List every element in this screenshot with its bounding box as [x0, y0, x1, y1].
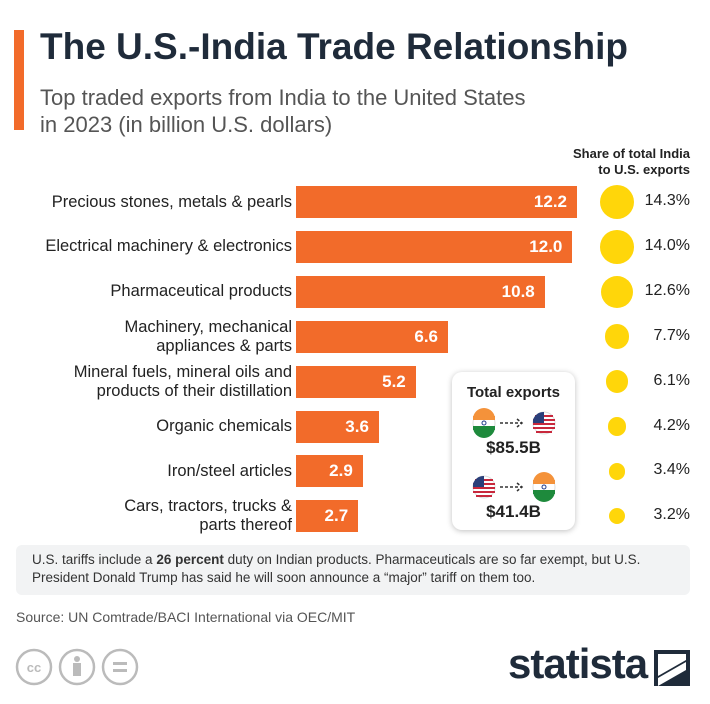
- share-label: 14.3%: [644, 192, 690, 209]
- total-exports-title: Total exports: [466, 384, 561, 401]
- value-label: 10.8: [501, 281, 535, 301]
- category-label: Organic chemicals: [156, 417, 292, 435]
- flags: [472, 408, 556, 502]
- note: U.S. tariffs include a 26 percent duty o…: [16, 545, 690, 595]
- bar: 6.6: [296, 320, 449, 353]
- bar: 5.2: [296, 365, 416, 398]
- value-label: 2.7: [324, 506, 349, 526]
- india-flag: [472, 408, 496, 438]
- share-bubble: [601, 275, 633, 308]
- bar: 12.0: [296, 230, 573, 263]
- category-label: Machinery, mechanical appliances & parts: [124, 317, 292, 355]
- share-label: 6.1%: [653, 371, 690, 389]
- share-label: 7.7%: [653, 326, 690, 344]
- us-flag: [532, 411, 556, 435]
- source: Source: UN Comtrade/BACI International v…: [16, 609, 356, 625]
- license-icons: cc: [15, 648, 139, 686]
- subtitle: Top traded exports from India to the Uni…: [40, 85, 526, 137]
- share-bubble: [607, 417, 627, 436]
- india-to-us-total: $85.5B: [486, 438, 541, 457]
- note-text: duty on Indian products. Pharmaceuticals…: [32, 552, 641, 585]
- note-bold: 26 percent: [156, 552, 224, 567]
- share-header: Share of total India to U.S. exports: [572, 146, 690, 177]
- arrow: [500, 418, 524, 428]
- share-label: 12.6%: [644, 281, 690, 299]
- value-label: 12.0: [529, 236, 563, 256]
- logo-icon: [654, 650, 690, 686]
- share-bubble: [605, 370, 629, 393]
- category-label: Precious stones, metals & pearls: [51, 192, 292, 211]
- category-label: Cars, tractors, trucks & parts thereof: [124, 497, 292, 535]
- svg-text:cc: cc: [27, 660, 41, 675]
- value-label: 3.6: [345, 416, 369, 436]
- share-label: 3.2%: [653, 506, 690, 524]
- category-label: Mineral fuels, mineral oils and products…: [73, 362, 292, 400]
- us-to-india-total: $41.4B: [486, 502, 541, 521]
- share-bubble: [608, 463, 626, 480]
- bar: 3.6: [296, 410, 379, 443]
- accent-bar: [14, 30, 24, 130]
- share-bubble: [600, 185, 634, 219]
- bar: 10.8: [296, 275, 545, 308]
- share-label: 3.4%: [653, 461, 690, 479]
- value-label: 5.2: [382, 371, 406, 391]
- category-label: Pharmaceutical products: [110, 282, 292, 301]
- bar: 12.2: [296, 186, 577, 218]
- logo: statista: [508, 640, 648, 687]
- flags-reverse: [472, 472, 556, 502]
- share-bubble: [608, 508, 626, 525]
- share-label: 14.0%: [644, 236, 690, 254]
- category-label: Electrical machinery & electronics: [45, 237, 292, 256]
- value-label: 2.9: [329, 461, 353, 481]
- value-label: 6.6: [414, 326, 439, 346]
- share-bubble: [600, 230, 634, 264]
- title: The U.S.-India Trade Relationship: [40, 26, 628, 67]
- note-text: U.S. tariffs include a: [32, 552, 157, 567]
- total-exports-box: Total exports $85.5B $41.4B: [452, 372, 575, 530]
- bar: 2.7: [296, 500, 359, 533]
- category-label: Iron/steel articles: [167, 461, 292, 480]
- value-label: 12.2: [533, 192, 567, 211]
- bar: 2.9: [296, 455, 363, 488]
- share-label: 4.2%: [653, 416, 690, 434]
- share-bubble: [604, 324, 630, 350]
